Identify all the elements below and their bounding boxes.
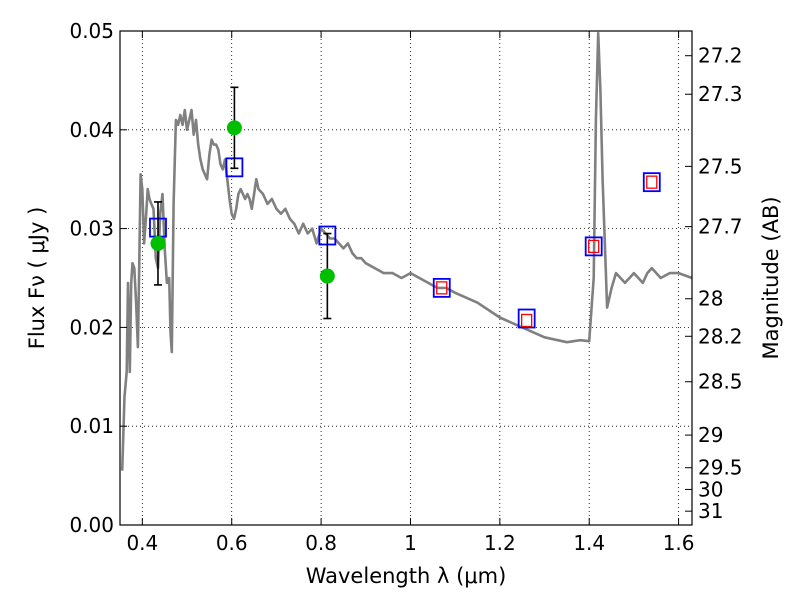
mag-tick-label: 29 bbox=[698, 423, 723, 447]
y-tick-label: 0.04 bbox=[69, 118, 114, 142]
x-tick-label: 0.8 bbox=[305, 531, 337, 555]
observed-flux-point bbox=[150, 235, 166, 251]
y-axis-label: Flux Fν ( μJy ) bbox=[25, 207, 49, 350]
y2-axis-label: Magnitude (AB) bbox=[759, 196, 783, 359]
x-tick-label: 1.4 bbox=[573, 531, 605, 555]
y-tick-label: 0.05 bbox=[69, 19, 114, 43]
data-points bbox=[149, 86, 661, 329]
mag-tick-label: 27.5 bbox=[698, 154, 743, 178]
mag-tick-label: 28.2 bbox=[698, 324, 743, 348]
plot-frame bbox=[119, 30, 693, 526]
model-flux-red-square bbox=[646, 175, 658, 189]
mag-tick-label: 30 bbox=[698, 477, 723, 501]
sed-model-line bbox=[120, 31, 693, 471]
model-flux-square bbox=[517, 308, 536, 329]
model-flux-red-square bbox=[521, 313, 533, 328]
model-flux-red-square bbox=[436, 281, 448, 295]
mag-tick-label: 27.2 bbox=[698, 44, 743, 68]
y-tick-label: 0.03 bbox=[69, 217, 114, 241]
sed-layer bbox=[120, 31, 693, 471]
y-tick-label: 0.02 bbox=[69, 315, 114, 339]
x-tick-label: 0.6 bbox=[216, 531, 248, 555]
observed-flux-point bbox=[319, 268, 335, 284]
mag-tick-label: 31 bbox=[698, 499, 723, 523]
mag-tick-label: 27.7 bbox=[698, 215, 743, 239]
mag-tick-label: 28 bbox=[698, 287, 723, 311]
mag-tick-label: 29.5 bbox=[698, 456, 743, 480]
mag-tick-label: 28.5 bbox=[698, 370, 743, 394]
ticks: 0.4 0.6 0.8 1 1.2 1.4 1.6 0.00 0.01 0.02 0.03 0.04 0… bbox=[69, 19, 742, 555]
model-flux-square bbox=[584, 236, 603, 257]
x-axis-label: Wavelength λ (μm) bbox=[306, 564, 507, 588]
y-tick-label: 0.01 bbox=[69, 414, 114, 438]
x-tick-label: 1.6 bbox=[663, 531, 695, 555]
y-tick-label: 0.00 bbox=[69, 513, 114, 537]
model-flux-square bbox=[642, 172, 661, 193]
x-tick-label: 0.4 bbox=[126, 531, 158, 555]
model-flux-square bbox=[432, 277, 451, 298]
x-tick-label: 1 bbox=[404, 531, 417, 555]
observed-flux-point bbox=[226, 120, 242, 136]
model-flux-red-square bbox=[588, 239, 600, 254]
mag-tick-label: 27.3 bbox=[698, 82, 743, 106]
x-tick-label: 1.2 bbox=[484, 531, 516, 555]
